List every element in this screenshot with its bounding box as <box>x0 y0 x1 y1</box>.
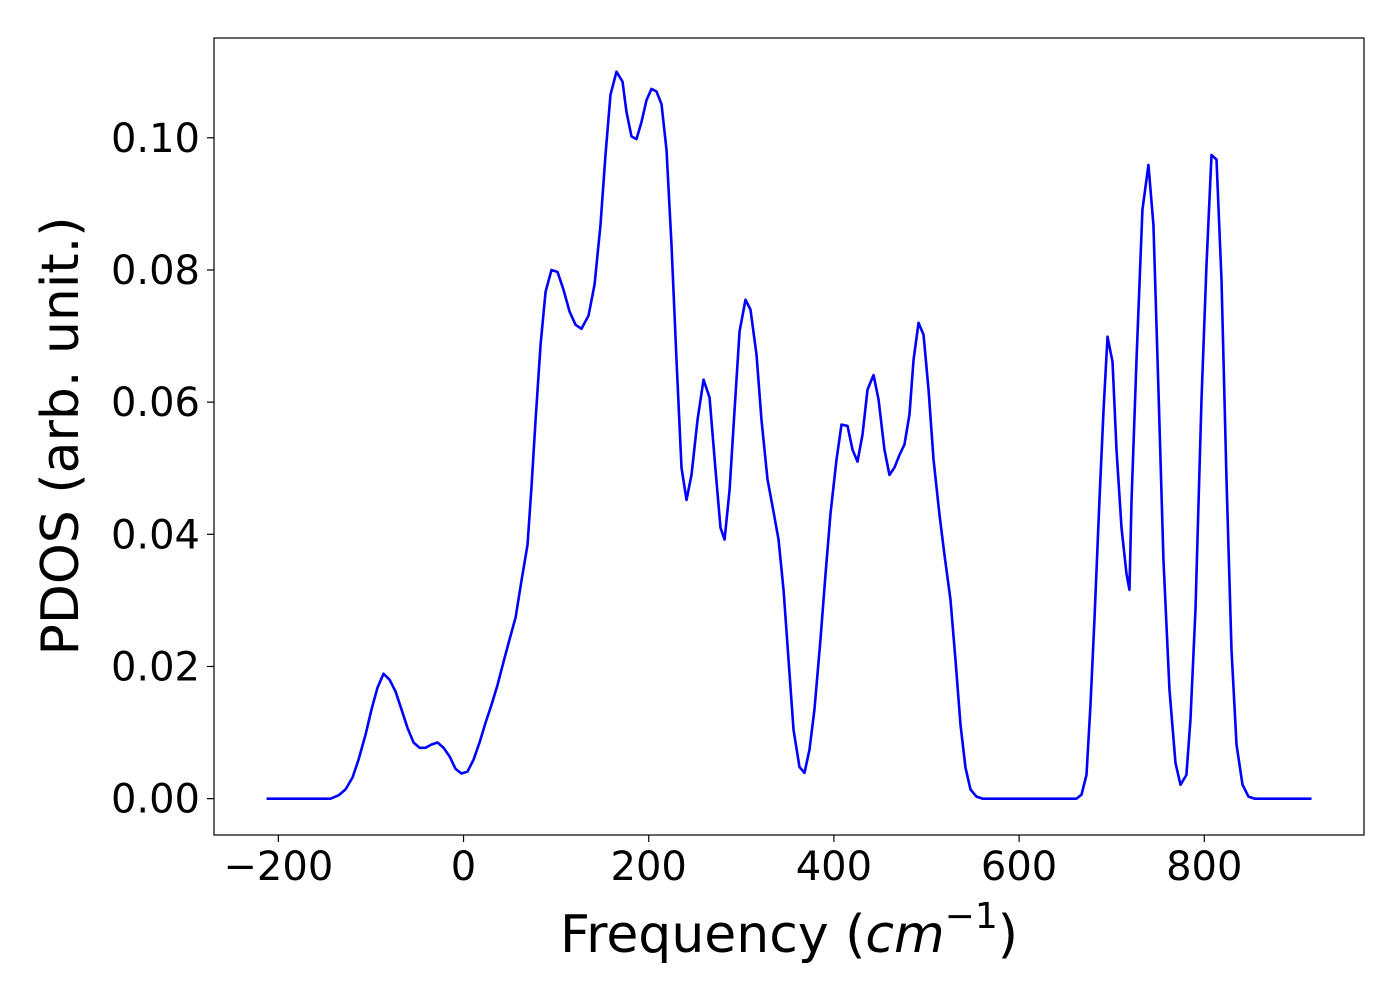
x-tick-label: 0 <box>451 844 476 890</box>
x-tick-label: 800 <box>1166 844 1242 890</box>
data-line <box>266 70 1312 800</box>
x-title-unit: cm <box>865 905 944 965</box>
y-tick-label: 0.08 <box>111 248 200 294</box>
x-title-close: ) <box>998 905 1018 965</box>
x-tick-label: −200 <box>223 844 333 890</box>
x-axis-title: Frequency (cm−1) <box>560 896 1018 965</box>
x-title-text: Frequency ( <box>560 905 865 965</box>
y-axis-title: PDOS (arb. unit.) <box>31 216 91 655</box>
x-tick-label: 400 <box>796 844 872 890</box>
x-title-exponent: −1 <box>945 896 998 937</box>
y-tick-label: 0.00 <box>111 777 200 823</box>
y-tick-label: 0.10 <box>111 116 200 162</box>
y-tick-label: 0.06 <box>111 380 200 426</box>
plot-frame <box>213 37 1365 836</box>
x-tick-label: 200 <box>611 844 687 890</box>
y-tick-label: 0.04 <box>111 512 200 558</box>
x-tick-label: 600 <box>981 844 1057 890</box>
y-tick-label: 0.02 <box>111 644 200 690</box>
